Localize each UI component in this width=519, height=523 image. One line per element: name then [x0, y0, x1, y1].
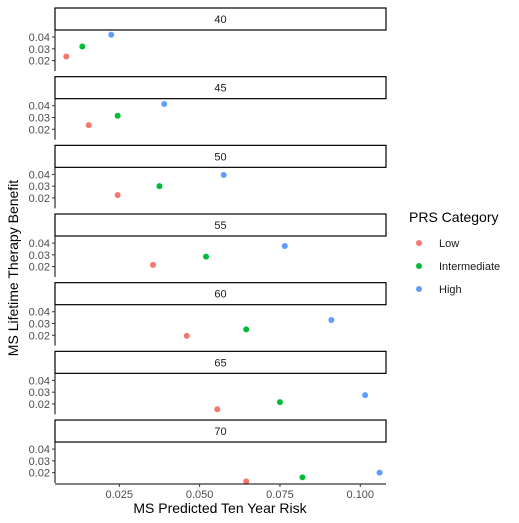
point-60-high — [328, 316, 335, 323]
point-60-low — [183, 332, 190, 339]
facet-panel-65: 65 0.020.030.04 — [29, 350, 387, 415]
point-40-intermediate — [79, 43, 86, 50]
facet-panels: 400.020.030.04450.020.030.04500.020.030.… — [29, 7, 387, 485]
legend-label-low: Low — [439, 238, 459, 250]
facet-strip — [54, 282, 387, 306]
y-tick-label: 0.03 — [29, 44, 50, 56]
point-45-low — [85, 122, 92, 129]
point-45-intermediate — [114, 112, 121, 119]
facet-strip-label: 55 — [214, 220, 226, 232]
y-tick-label: 0.03 — [29, 112, 50, 124]
y-tick-label: 0.03 — [29, 250, 50, 262]
point-50-high — [220, 171, 227, 178]
y-tick-label: 0.03 — [29, 387, 50, 399]
point-65-intermediate — [276, 399, 283, 406]
x-tick-label: 0.100 — [347, 489, 375, 501]
facet-panel-45: 45 0.020.030.04 — [29, 76, 387, 140]
y-tick-label: 0.04 — [29, 238, 50, 250]
y-tick-label: 0.02 — [29, 330, 50, 342]
x-axis: 0.025 0.050 0.075 0.100 — [55, 483, 386, 501]
facet-strip-label: 70 — [214, 426, 226, 438]
y-tick-label: 0.02 — [29, 124, 50, 136]
point-55-high — [281, 243, 288, 250]
point-40-low — [63, 53, 70, 60]
facet-strip — [54, 213, 387, 237]
y-tick-label: 0.04 — [29, 444, 50, 456]
legend-key-low — [416, 240, 422, 246]
point-50-low — [114, 191, 121, 198]
y-tick-label: 0.04 — [29, 169, 50, 181]
legend-title: PRS Category — [409, 209, 498, 225]
y-tick-label: 0.02 — [29, 56, 50, 68]
point-55-intermediate — [203, 253, 210, 260]
point-55-low — [150, 261, 157, 268]
y-tick-label: 0.04 — [29, 307, 50, 319]
facet-panel-50: 50 0.020.030.04 — [29, 144, 387, 209]
facet-strip-label: 40 — [214, 14, 226, 26]
legend-key-intermediate — [416, 263, 422, 269]
y-tick-label: 0.02 — [29, 468, 50, 480]
y-tick-label: 0.02 — [29, 399, 50, 411]
facet-strip-label: 45 — [214, 83, 226, 95]
point-70-high — [376, 469, 383, 476]
point-60-intermediate — [243, 326, 250, 333]
facet-panel-55: 55 0.020.030.04 — [29, 213, 387, 278]
facet-strip-label: 60 — [214, 289, 226, 301]
x-axis-title: MS Predicted Ten Year Risk — [133, 500, 307, 516]
facet-panel-40: 40 0.020.030.04 — [29, 7, 387, 71]
y-tick-label: 0.03 — [29, 319, 50, 331]
legend: PRS Category Low Intermediate High — [409, 209, 500, 296]
y-tick-label: 0.03 — [29, 456, 50, 468]
point-65-high — [362, 392, 369, 399]
y-tick-label: 0.02 — [29, 262, 50, 274]
x-tick-label: 0.025 — [106, 489, 134, 501]
point-40-high — [108, 31, 115, 38]
y-axis-title: MS Lifetime Therapy Benefit — [5, 180, 21, 356]
facet-strip — [54, 76, 387, 100]
y-tick-label: 0.04 — [29, 32, 50, 44]
legend-label-intermediate: Intermediate — [439, 261, 500, 273]
point-70-low — [243, 478, 250, 485]
facet-strip — [54, 144, 387, 168]
y-tick-label: 0.04 — [29, 375, 50, 387]
y-tick-label: 0.02 — [29, 193, 50, 205]
legend-key-high — [416, 286, 422, 292]
point-70-intermediate — [299, 474, 306, 481]
x-tick-label: 0.050 — [186, 489, 214, 501]
facet-strip — [54, 7, 387, 31]
facet-strip — [54, 419, 387, 443]
legend-label-high: High — [439, 284, 462, 296]
point-50-intermediate — [156, 183, 163, 190]
point-45-high — [161, 100, 168, 107]
y-tick-label: 0.03 — [29, 181, 50, 193]
y-tick-label: 0.04 — [29, 101, 50, 113]
facet-panel-60: 60 0.020.030.04 — [29, 282, 387, 346]
facet-strip-label: 65 — [214, 357, 226, 369]
facet-strip-label: 50 — [214, 151, 226, 163]
facet-strip — [54, 350, 387, 374]
facet-panel-70: 70 0.020.030.04 — [29, 419, 387, 485]
x-tick-label: 0.075 — [266, 489, 294, 501]
point-65-low — [214, 406, 221, 413]
